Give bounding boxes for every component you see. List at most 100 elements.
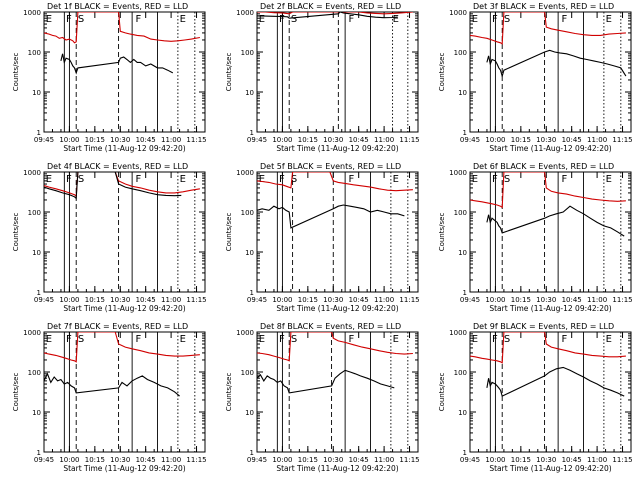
y-axis-label: Counts/sec (225, 53, 233, 92)
x-tick-label: 10:45 (349, 456, 369, 464)
plot-frame (469, 171, 632, 293)
x-tick-label: 10:30 (536, 456, 556, 464)
x-axis-label: Start Time (11-Aug-12 09:42:20) (63, 304, 185, 313)
x-tick-label: 11:00 (374, 296, 394, 304)
x-tick-label: 11:00 (374, 456, 394, 464)
plot-frame (43, 11, 206, 133)
x-axis-label: Start Time (11-Aug-12 09:42:20) (276, 144, 398, 153)
x-axis-label: Start Time (11-Aug-12 09:42:20) (276, 304, 398, 313)
panel-title: Det 3f BLACK = Events, RED = LLD (473, 2, 614, 11)
x-tick-label: 10:15 (511, 456, 531, 464)
x-tick-label: 11:15 (186, 136, 206, 144)
events-series-line (60, 53, 174, 75)
phase-letter: E (46, 14, 52, 25)
events-series-line (486, 205, 625, 237)
y-tick-label: 1 (37, 289, 41, 297)
detector-panel-2: 1 10 100 1000 09:45 10:00 10:15 10:30 10:45 11:00… (225, 2, 420, 153)
y-tick-label: 10 (245, 409, 254, 417)
x-tick-label: 09:45 (34, 136, 54, 144)
y-axis-label: Counts/sec (225, 373, 233, 412)
y-tick-label: 10 (458, 249, 467, 257)
plot-frame (256, 11, 419, 133)
y-axis-label: Counts/sec (438, 213, 446, 252)
x-tick-label: 09:45 (460, 456, 480, 464)
y-tick-label: 1000 (23, 329, 41, 337)
events-series-line (257, 204, 405, 229)
x-tick-label: 10:15 (298, 136, 318, 144)
y-tick-label: 10 (458, 89, 467, 97)
x-tick-label: 09:45 (247, 456, 267, 464)
x-tick-label: 10:15 (85, 296, 105, 304)
x-tick-label: 09:45 (460, 296, 480, 304)
phase-letter: E (393, 334, 399, 345)
detector-panel-1: 1 10 100 1000 09:45 10:00 10:15 10:30 10:45 11:00… (12, 2, 207, 153)
phase-letter: F (136, 14, 142, 25)
lld-series-line (44, 12, 201, 44)
x-tick-label: 10:00 (272, 456, 292, 464)
y-tick-label: 1 (463, 449, 467, 457)
phase-letter: S (504, 14, 510, 25)
y-tick-label: 100 (28, 49, 41, 57)
detector-panel-8: 1 10 100 1000 09:45 10:00 10:15 10:30 10:45 11:00… (225, 322, 420, 473)
phase-letter: E (606, 14, 612, 25)
lld-series-line (257, 12, 413, 15)
x-axis-label: Start Time (11-Aug-12 09:42:20) (489, 144, 611, 153)
phase-letter: E (259, 334, 265, 345)
lld-series-line (470, 12, 626, 45)
x-tick-label: 10:45 (349, 296, 369, 304)
events-series-line (257, 369, 395, 394)
phase-letter: F (279, 14, 285, 25)
x-tick-label: 10:00 (485, 296, 505, 304)
y-tick-label: 1 (37, 129, 41, 137)
y-tick-label: 1 (250, 289, 254, 297)
x-tick-label: 10:45 (136, 136, 156, 144)
y-tick-label: 1 (463, 129, 467, 137)
x-tick-label: 10:00 (59, 456, 79, 464)
plot-frame (256, 171, 419, 293)
x-tick-label: 10:30 (110, 296, 130, 304)
y-axis-label: Counts/sec (12, 213, 20, 252)
y-tick-label: 1 (37, 449, 41, 457)
lld-series-line (257, 172, 413, 192)
y-tick-label: 100 (241, 369, 254, 377)
phase-letter: F (562, 334, 568, 345)
x-tick-label: 11:15 (399, 456, 419, 464)
panel-title: Det 1f BLACK = Events, RED = LLD (47, 2, 188, 11)
phase-letter: F (492, 334, 498, 345)
y-tick-label: 100 (241, 49, 254, 57)
y-axis-label: Counts/sec (438, 373, 446, 412)
phase-letter: F (66, 174, 72, 185)
plot-frame (469, 331, 632, 453)
phase-letter: E (606, 334, 612, 345)
phase-letter: S (78, 174, 84, 185)
panel-title: Det 6f BLACK = Events, RED = LLD (473, 162, 614, 171)
plot-frame (256, 331, 419, 453)
phase-letter: E (393, 14, 399, 25)
x-tick-label: 10:00 (59, 136, 79, 144)
y-tick-label: 1 (463, 289, 467, 297)
phase-letter: F (66, 14, 72, 25)
y-tick-label: 100 (454, 369, 467, 377)
y-tick-label: 100 (454, 49, 467, 57)
x-axis-label: Start Time (11-Aug-12 09:42:20) (63, 144, 185, 153)
phase-letter: E (472, 334, 478, 345)
x-tick-label: 09:45 (247, 296, 267, 304)
x-tick-label: 10:45 (562, 136, 582, 144)
y-tick-label: 10 (32, 89, 41, 97)
plot-frame (43, 171, 206, 293)
lld-series-line (257, 332, 413, 362)
y-tick-label: 10 (32, 249, 41, 257)
x-tick-label: 10:30 (536, 296, 556, 304)
events-series-line (486, 49, 627, 79)
x-tick-label: 10:15 (85, 456, 105, 464)
x-axis-label: Start Time (11-Aug-12 09:42:20) (489, 464, 611, 473)
y-tick-label: 100 (28, 209, 41, 217)
x-tick-label: 10:30 (536, 136, 556, 144)
y-tick-label: 10 (245, 89, 254, 97)
y-tick-label: 100 (454, 209, 467, 217)
phase-letter: E (180, 334, 186, 345)
phase-letter: F (349, 14, 355, 25)
x-tick-label: 10:30 (323, 296, 343, 304)
phase-letter: F (349, 174, 355, 185)
